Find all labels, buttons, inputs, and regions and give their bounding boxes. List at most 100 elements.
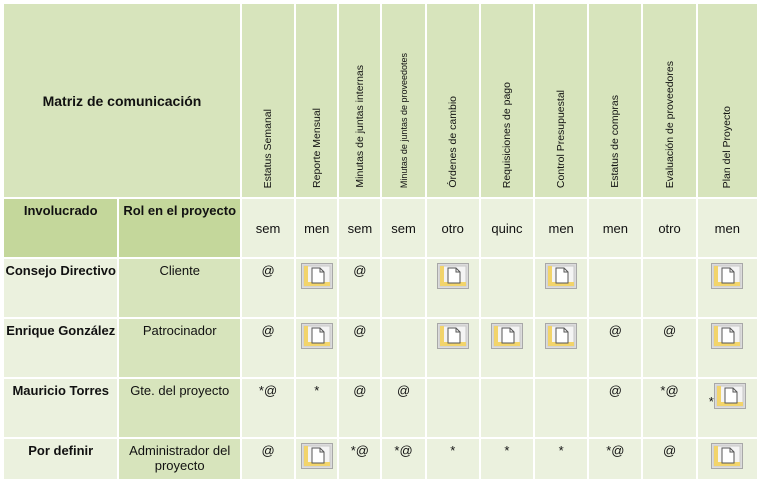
cell xyxy=(695,437,760,481)
cell-text: * xyxy=(504,443,510,458)
frequency: sem xyxy=(380,197,427,259)
stakeholder-text: Mauricio Torres xyxy=(12,383,109,398)
cell-text: @ xyxy=(353,263,367,278)
frequency-text: sem xyxy=(255,220,281,236)
cell: * xyxy=(695,377,760,439)
cell xyxy=(533,317,590,379)
frequency: men xyxy=(533,197,590,259)
role: Gte. del proyecto xyxy=(117,377,242,439)
stakeholder-text: Consejo Directivo xyxy=(5,263,116,278)
column-header: Reporte Mensual xyxy=(294,2,340,199)
document-icon xyxy=(711,263,744,289)
cell-text: @ xyxy=(353,383,367,398)
document-icon xyxy=(711,443,744,469)
cell xyxy=(695,317,760,379)
cell-text: @ xyxy=(608,323,622,338)
cell-text: * xyxy=(450,443,456,458)
cell-text: * xyxy=(558,443,564,458)
cell: @ xyxy=(641,317,698,379)
cell xyxy=(587,257,644,319)
cell-text: @ xyxy=(608,383,622,398)
cell-text: @ xyxy=(261,263,275,278)
cell xyxy=(641,257,698,319)
document-icon xyxy=(545,323,578,349)
cell: *@ xyxy=(587,437,644,481)
column-title: Rol en el proyecto xyxy=(117,197,242,259)
column-header: Plan del Proyecto xyxy=(695,2,760,199)
frequency-text: sem xyxy=(391,220,416,236)
stakeholder: Enrique González xyxy=(1,317,120,379)
cell xyxy=(424,257,481,319)
column-header: Requisiciones de pago xyxy=(478,2,536,199)
cell: * xyxy=(533,437,590,481)
column-title-text: Involucrado xyxy=(23,203,98,218)
cell: @ xyxy=(337,257,383,319)
cell: @ xyxy=(337,317,383,379)
cell-text: *@ xyxy=(660,383,679,398)
document-icon xyxy=(436,323,469,349)
stakeholder-text: Enrique González xyxy=(6,323,116,338)
cell: * xyxy=(294,377,340,439)
frequency: men xyxy=(294,197,340,259)
frequency-text: men xyxy=(548,220,574,236)
cell: *@ xyxy=(337,437,383,481)
role-text: Cliente xyxy=(159,263,200,278)
cell xyxy=(424,377,481,439)
column-header: Control Presupuestal xyxy=(533,2,590,199)
document-icon xyxy=(300,263,333,289)
cell xyxy=(380,317,427,379)
cell-text: *@ xyxy=(350,443,369,458)
column-header: Evaluación de proveedores xyxy=(641,2,698,199)
document-icon xyxy=(713,383,746,409)
cell-text: @ xyxy=(396,383,411,398)
cell xyxy=(294,437,340,481)
role: Cliente xyxy=(117,257,242,319)
cell: *@ xyxy=(380,437,427,481)
cell xyxy=(478,317,536,379)
document-icon xyxy=(490,323,523,349)
frequency: men xyxy=(587,197,644,259)
cell-text: * xyxy=(708,394,714,409)
frequency: otro xyxy=(424,197,481,259)
column-header: Estatus Semanal xyxy=(239,2,297,199)
role-text: Patrocinador xyxy=(142,323,217,338)
frequency-text: men xyxy=(602,220,628,236)
cell-text: *@ xyxy=(606,443,625,458)
cell xyxy=(294,317,340,379)
stakeholder: Consejo Directivo xyxy=(1,257,120,319)
cell xyxy=(695,257,760,319)
cell-text: @ xyxy=(662,323,677,338)
column-header: Minutas de juntas de proveedotes xyxy=(380,2,427,199)
frequency-text: otro xyxy=(441,220,464,236)
frequency: otro xyxy=(641,197,698,259)
cell: @ xyxy=(641,437,698,481)
frequency-text: sem xyxy=(347,220,373,236)
frequency: quinc xyxy=(478,197,536,259)
cell: @ xyxy=(239,257,297,319)
matrix-title: Matriz de comunicación xyxy=(2,2,242,199)
cell: @ xyxy=(337,377,383,439)
column-title: Involucrado xyxy=(1,197,120,259)
cell xyxy=(533,257,590,319)
cell xyxy=(294,257,340,319)
cell-text: @ xyxy=(261,323,275,338)
cell: @ xyxy=(239,317,297,379)
column-header: Estatus de compras xyxy=(587,2,644,199)
frequency: men xyxy=(695,197,760,259)
cell: *@ xyxy=(641,377,698,439)
cell-text: *@ xyxy=(258,383,278,398)
document-icon xyxy=(545,263,578,289)
column-header: Órdenes de cambio xyxy=(424,2,481,199)
stakeholder-text: Por definir xyxy=(28,443,94,458)
cell xyxy=(533,377,590,439)
column-title-text: Rol en el proyecto xyxy=(123,203,237,218)
cell-text: @ xyxy=(353,323,367,338)
frequency-text: quinc xyxy=(491,220,523,236)
cell-text: *@ xyxy=(394,443,413,458)
role: Patrocinador xyxy=(117,317,242,379)
cell: @ xyxy=(239,437,297,481)
column-header: Minutas de juntas internas xyxy=(337,2,383,199)
document-icon xyxy=(711,323,744,349)
stakeholder: Mauricio Torres xyxy=(1,377,120,439)
